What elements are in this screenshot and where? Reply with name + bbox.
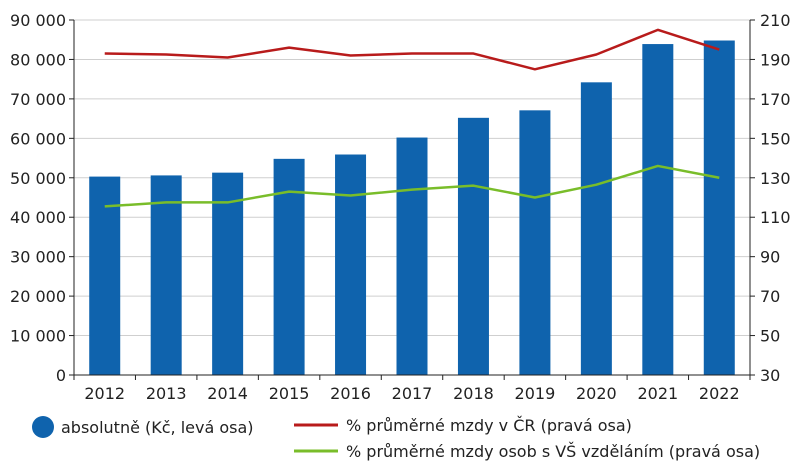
legend: absolutně (Kč, levá osa) % průměrné mzdy… xyxy=(32,416,760,461)
x-axis-tick-label: 2014 xyxy=(207,384,248,403)
bar xyxy=(273,158,305,375)
left-axis-tick-label: 30 000 xyxy=(10,248,66,267)
x-axis-tick-label: 2020 xyxy=(576,384,617,403)
axes xyxy=(73,20,751,376)
series-line xyxy=(104,164,720,208)
legend-label-green-line: % průměrné mzdy osob s VŠ vzděláním (pra… xyxy=(346,442,760,461)
x-axis-tick-label: 2021 xyxy=(637,384,678,403)
x-axis-tick-label: 2013 xyxy=(146,384,187,403)
legend-label-bars: absolutně (Kč, levá osa) xyxy=(61,418,254,437)
x-axis-tick-label: 2016 xyxy=(330,384,371,403)
bar xyxy=(89,176,121,375)
bar xyxy=(335,154,367,375)
right-axis-tick-label: 50 xyxy=(760,327,780,346)
x-axis-tick-label: 2015 xyxy=(269,384,310,403)
left-axis-tick-label: 50 000 xyxy=(10,169,66,188)
x-axis-tick-label: 2019 xyxy=(515,384,556,403)
x-axis-tick-label: 2018 xyxy=(453,384,494,403)
x-axis-tick-label: 2022 xyxy=(699,384,740,403)
legend-label-red-line: % průměrné mzdy v ČR (pravá osa) xyxy=(346,416,632,435)
left-axis-tick-label: 70 000 xyxy=(10,90,66,109)
right-axis-tick-label: 130 xyxy=(760,169,791,188)
right-axis-tick-label: 110 xyxy=(760,208,791,227)
right-axis-tick-label: 150 xyxy=(760,129,791,148)
x-axis-ticks: 2012 2013 2014 2015 2016 2017 2018 2019 2020 2021… xyxy=(73,375,751,403)
bar xyxy=(519,110,551,376)
left-axis-tick-label: 80 000 xyxy=(10,50,66,69)
right-axis-tick-label: 190 xyxy=(760,50,791,69)
right-axis-tick-label: 170 xyxy=(760,90,791,109)
line-series xyxy=(104,28,720,208)
right-axis-tick-label: 90 xyxy=(760,248,780,267)
legend-marker-bars xyxy=(32,416,54,438)
left-axis-ticks: 0 10 000 20 000 30 000 40 000 50 000 60 000 70 … xyxy=(10,11,74,385)
bar xyxy=(212,172,244,375)
bar xyxy=(703,40,735,376)
right-axis-ticks: 30 50 70 90 110 130 150 170 190 210 xyxy=(750,11,791,385)
bar xyxy=(150,175,182,375)
left-axis-tick-label: 90 000 xyxy=(10,11,66,30)
bar xyxy=(396,137,428,375)
bar-series xyxy=(89,40,735,376)
left-axis-tick-label: 10 000 xyxy=(10,327,66,346)
left-axis-tick-label: 40 000 xyxy=(10,208,66,227)
right-axis-tick-label: 30 xyxy=(760,366,780,385)
series-line xyxy=(104,28,720,71)
right-axis-tick-label: 70 xyxy=(760,287,780,306)
left-axis-tick-label: 0 xyxy=(56,366,66,385)
bar xyxy=(457,117,489,376)
bar xyxy=(580,82,612,376)
x-axis-tick-label: 2017 xyxy=(392,384,433,403)
left-axis-tick-label: 20 000 xyxy=(10,287,66,306)
left-axis-tick-label: 60 000 xyxy=(10,129,66,148)
bar xyxy=(642,44,674,376)
right-axis-tick-label: 210 xyxy=(760,11,791,30)
x-axis-tick-label: 2012 xyxy=(84,384,125,403)
